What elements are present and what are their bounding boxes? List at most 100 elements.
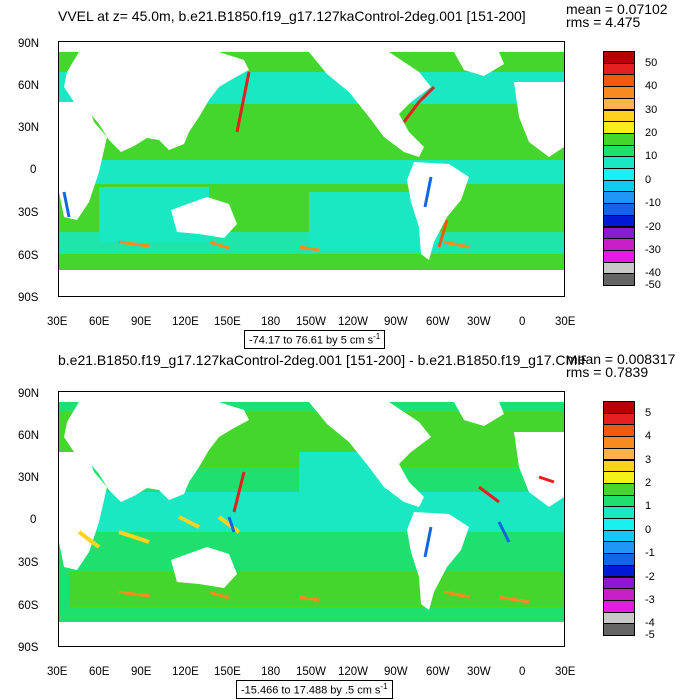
colorbar-swatch: [603, 623, 635, 636]
top-x-tick: 150W: [296, 316, 327, 328]
colorbar-label: 5: [645, 406, 652, 419]
colorbar-label: -4: [645, 617, 655, 630]
bottom-y-tick-30s: 30S: [18, 557, 39, 569]
top-y-tick-90s: 90S: [18, 292, 39, 304]
colorbar-label: -30: [645, 243, 661, 256]
top-europe-africa-east: [514, 82, 564, 157]
bottom-map-plot: [58, 391, 565, 647]
bottom-southern-ocean-eddies: [118, 590, 530, 604]
bottom-x-tick: 90E: [131, 666, 152, 678]
top-x-tick: 180: [261, 316, 281, 328]
top-x-tick: 90E: [131, 316, 152, 328]
bottom-yellow-anomalies: [77, 515, 241, 549]
bottom-x-tick: 60W: [426, 666, 450, 678]
bottom-south-america: [407, 512, 469, 610]
bottom-x-tick: 0: [519, 666, 526, 678]
bottom-y-tick-90n: 90N: [18, 388, 40, 400]
bottom-x-tick: 150W: [296, 666, 327, 678]
top-y-tick-60n: 60N: [18, 80, 40, 92]
bottom-rms-stat: rms = 0.7839: [566, 364, 649, 380]
top-peru-current: [423, 176, 433, 208]
colorbar-label: 1: [645, 500, 652, 513]
colorbar-label: 40: [645, 80, 658, 93]
bottom-red-anomalies: [232, 471, 555, 513]
top-antarctic-blank: [59, 270, 564, 296]
bottom-x-tick: 30E: [47, 666, 68, 678]
top-y-tick-0: 0: [30, 164, 37, 176]
bottom-greenland: [454, 402, 504, 426]
top-agulhas: [62, 191, 71, 218]
top-x-tick: 60E: [89, 316, 110, 328]
bottom-eurasia: [64, 402, 249, 502]
colorbar-label: -50: [645, 279, 661, 291]
top-y-tick-90n: 90N: [18, 38, 40, 50]
top-x-tick: 30W: [467, 316, 491, 328]
colorbar-label: 20: [645, 126, 658, 139]
bottom-x-tick: 90W: [384, 666, 408, 678]
bottom-green-band-south: [69, 572, 564, 607]
top-colorbar: [603, 51, 635, 286]
bottom-africa: [59, 452, 107, 570]
colorbar-label: 30: [645, 103, 658, 116]
top-x-tick: 30E: [555, 316, 576, 328]
bottom-y-tick-60s: 60S: [18, 600, 39, 612]
bottom-panel-title: b.e21.B1850.f19_g17.127kaControl-2deg.00…: [58, 352, 586, 368]
bottom-x-tick: 120E: [172, 666, 199, 678]
bottom-x-tick: 30E: [555, 666, 576, 678]
top-brazil-current: [437, 219, 449, 248]
top-southern-ocean-eddies: [118, 240, 470, 252]
bottom-north-america: [309, 402, 431, 507]
top-y-tick-30n: 30N: [18, 122, 40, 134]
top-eurasia: [64, 52, 249, 152]
colorbar-label: 10: [645, 150, 658, 163]
top-x-tick: 120W: [338, 316, 369, 328]
colorbar-label: 4: [645, 430, 652, 443]
colorbar-label: 0: [645, 523, 652, 536]
colorbar-label: 3: [645, 453, 652, 466]
top-map-plot: [58, 41, 565, 297]
bottom-cyan-band: [59, 492, 564, 532]
bottom-map-panel: b.e21.B1850.f19_g17.127kaControl-2deg.00…: [0, 350, 700, 700]
top-south-america: [407, 162, 469, 260]
top-cyan-band-equator: [59, 160, 564, 184]
bottom-arctic-blank: [59, 392, 564, 402]
colorbar-label: -1: [645, 547, 655, 560]
bottom-y-tick-90s: 90S: [18, 642, 39, 654]
top-cyan-band-south: [59, 232, 564, 254]
top-x-tick: 120E: [172, 316, 199, 328]
top-x-tick: 90W: [384, 316, 408, 328]
bottom-x-tick: 180: [261, 666, 281, 678]
bottom-europe-africa-east: [514, 432, 564, 507]
top-australia: [171, 197, 237, 238]
bottom-antarctic-blank: [59, 622, 564, 646]
colorbar-label: 2: [645, 476, 652, 489]
top-x-tick: 60W: [426, 316, 450, 328]
top-range-label: -74.17 to 76.61 by 5 cm s-1: [244, 330, 386, 349]
colorbar-label: -10: [645, 197, 661, 210]
colorbar-label: -40: [645, 267, 661, 280]
top-y-tick-60s: 60S: [18, 250, 39, 262]
top-x-tick: 30E: [47, 316, 68, 328]
top-panel-title: VVEL at z= 45.0m, b.e21.B1850.f19_g17.12…: [58, 8, 526, 24]
colorbar-label: 50: [645, 56, 658, 69]
bottom-x-tick: 150E: [214, 666, 241, 678]
top-mean-stat: mean = 0.07102: [566, 1, 668, 17]
bottom-australia: [171, 547, 237, 588]
top-x-tick: 150E: [214, 316, 241, 328]
top-north-america: [309, 52, 431, 157]
bottom-y-tick-30n: 30N: [18, 472, 40, 484]
bottom-y-tick-60n: 60N: [18, 430, 40, 442]
top-africa: [59, 102, 107, 220]
top-rms-stat: rms = 4.475: [566, 14, 641, 30]
top-gulf-stream: [402, 85, 436, 123]
top-kuroshio: [235, 71, 251, 133]
bottom-x-tick: 30W: [467, 666, 491, 678]
top-arctic-blank: [59, 42, 564, 52]
colorbar-label: -3: [645, 593, 655, 606]
bottom-range-label: -15.466 to 17.488 by .5 cm s-1: [236, 680, 393, 699]
colorbar-label: -5: [645, 629, 655, 641]
colorbar-label: 0: [645, 173, 652, 186]
top-y-tick-30s: 30S: [18, 207, 39, 219]
bottom-y-tick-0: 0: [30, 514, 37, 526]
top-map-panel: VVEL at z= 45.0m, b.e21.B1850.f19_g17.12…: [18, 1, 668, 349]
